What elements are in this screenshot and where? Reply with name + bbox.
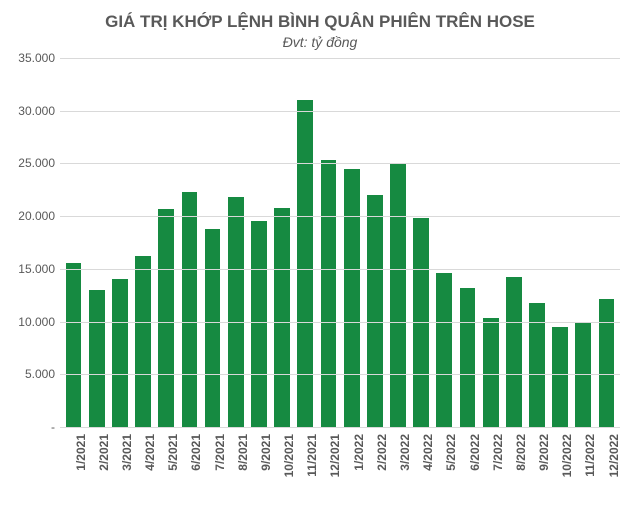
gridline bbox=[60, 322, 620, 323]
bar-slot bbox=[201, 58, 224, 427]
bar-slot bbox=[294, 58, 317, 427]
bar bbox=[506, 277, 522, 427]
x-label-slot: 12/2021 bbox=[317, 428, 340, 508]
y-tick-label: 30.000 bbox=[10, 104, 55, 118]
x-label-slot: 6/2022 bbox=[456, 428, 479, 508]
bar-slot bbox=[178, 58, 201, 427]
x-label-slot: 8/2022 bbox=[502, 428, 525, 508]
bar bbox=[297, 100, 313, 427]
x-tick-label: 12/2022 bbox=[607, 434, 621, 477]
bar bbox=[228, 197, 244, 427]
y-tick-label: 15.000 bbox=[10, 262, 55, 276]
bar-slot bbox=[525, 58, 548, 427]
x-label-slot: 2/2021 bbox=[85, 428, 108, 508]
bar-slot bbox=[132, 58, 155, 427]
bar-slot bbox=[410, 58, 433, 427]
gridline bbox=[60, 216, 620, 217]
bar bbox=[436, 273, 452, 427]
bar bbox=[460, 288, 476, 427]
bar bbox=[205, 229, 221, 427]
bar-slot bbox=[224, 58, 247, 427]
bar bbox=[552, 327, 568, 427]
bar-slot bbox=[363, 58, 386, 427]
bar bbox=[274, 208, 290, 427]
bar-slot bbox=[108, 58, 131, 427]
x-label-slot: 5/2022 bbox=[433, 428, 456, 508]
gridline bbox=[60, 374, 620, 375]
bar bbox=[344, 169, 360, 427]
bar bbox=[135, 256, 151, 427]
x-label-slot: 10/2022 bbox=[549, 428, 572, 508]
chart-subtitle: Đvt: tỷ đồng bbox=[10, 34, 630, 50]
bar bbox=[112, 279, 128, 427]
y-tick-label: 10.000 bbox=[10, 315, 55, 329]
x-label-slot: 11/2021 bbox=[294, 428, 317, 508]
y-tick-label: - bbox=[10, 420, 55, 434]
gridline bbox=[60, 58, 620, 59]
bar-slot bbox=[247, 58, 270, 427]
x-label-slot: 12/2022 bbox=[595, 428, 618, 508]
x-label-slot: 3/2022 bbox=[386, 428, 409, 508]
x-label-slot: 1/2021 bbox=[62, 428, 85, 508]
bar-slot bbox=[572, 58, 595, 427]
bar bbox=[599, 299, 615, 427]
y-tick-label: 35.000 bbox=[10, 51, 55, 65]
chart-container: GIÁ TRỊ KHỚP LỆNH BÌNH QUÂN PHIÊN TRÊN H… bbox=[0, 0, 640, 525]
bar bbox=[182, 192, 198, 427]
bar bbox=[89, 290, 105, 427]
bar bbox=[158, 209, 174, 427]
bar-slot bbox=[340, 58, 363, 427]
y-tick-label: 25.000 bbox=[10, 156, 55, 170]
bar bbox=[251, 221, 267, 427]
bar bbox=[66, 263, 82, 427]
bar-slot bbox=[502, 58, 525, 427]
x-axis-labels: 1/20212/20213/20214/20215/20216/20217/20… bbox=[60, 428, 620, 508]
bar-slot bbox=[317, 58, 340, 427]
bar-slot bbox=[386, 58, 409, 427]
gridline bbox=[60, 269, 620, 270]
bar-slot bbox=[271, 58, 294, 427]
bar-slot bbox=[85, 58, 108, 427]
bar bbox=[367, 195, 383, 427]
x-label-slot: 4/2021 bbox=[132, 428, 155, 508]
x-label-slot: 9/2022 bbox=[525, 428, 548, 508]
y-tick-label: 5.000 bbox=[10, 367, 55, 381]
x-label-slot: 3/2021 bbox=[108, 428, 131, 508]
x-label-slot: 5/2021 bbox=[155, 428, 178, 508]
chart-title: GIÁ TRỊ KHỚP LỆNH BÌNH QUÂN PHIÊN TRÊN H… bbox=[10, 12, 630, 32]
x-label-slot: 7/2022 bbox=[479, 428, 502, 508]
gridline bbox=[60, 163, 620, 164]
bar-slot bbox=[479, 58, 502, 427]
bar bbox=[390, 163, 406, 427]
x-label-slot: 2/2022 bbox=[363, 428, 386, 508]
x-label-slot: 8/2021 bbox=[224, 428, 247, 508]
bar-slot bbox=[155, 58, 178, 427]
plot-area: -5.00010.00015.00020.00025.00030.00035.0… bbox=[60, 58, 620, 428]
bar bbox=[321, 160, 337, 427]
bar-slot bbox=[62, 58, 85, 427]
bar-slot bbox=[433, 58, 456, 427]
bar bbox=[483, 318, 499, 427]
gridline bbox=[60, 111, 620, 112]
bar-slot bbox=[549, 58, 572, 427]
x-label-slot: 9/2021 bbox=[247, 428, 270, 508]
bar-slot bbox=[456, 58, 479, 427]
x-label-slot: 4/2022 bbox=[410, 428, 433, 508]
x-label-slot: 1/2022 bbox=[340, 428, 363, 508]
x-label-slot: 11/2022 bbox=[572, 428, 595, 508]
bar bbox=[413, 218, 429, 427]
x-label-slot: 10/2021 bbox=[271, 428, 294, 508]
bars-group bbox=[60, 58, 620, 427]
y-tick-label: 20.000 bbox=[10, 209, 55, 223]
x-label-slot: 6/2021 bbox=[178, 428, 201, 508]
bar-slot bbox=[595, 58, 618, 427]
x-label-slot: 7/2021 bbox=[201, 428, 224, 508]
